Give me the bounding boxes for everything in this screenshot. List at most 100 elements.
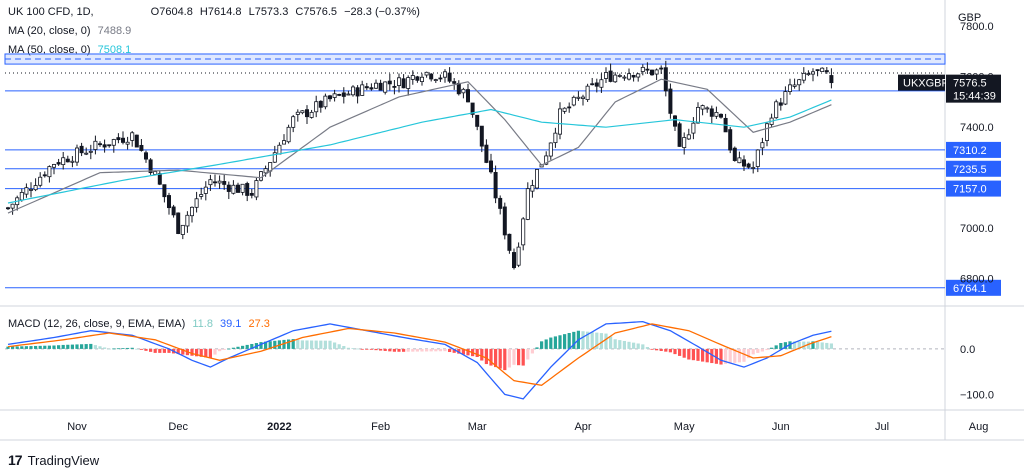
candle-body (212, 181, 217, 184)
candle-body (783, 91, 788, 105)
macd-hist-bar (737, 348, 741, 363)
macd-hist-bar (618, 340, 622, 349)
candle-body (10, 203, 15, 209)
macd-hist-bar (20, 346, 24, 349)
time-label-6: May (674, 421, 695, 433)
candle-body (258, 171, 263, 181)
candle-body (65, 158, 70, 163)
candle-body (650, 69, 655, 76)
candle-body (415, 76, 420, 81)
macd-hist-bar (595, 332, 599, 349)
candle-body (751, 167, 756, 169)
macd-hist-bar (659, 348, 663, 351)
macd-hist-bar (392, 348, 396, 352)
candle-body (562, 107, 567, 112)
macd-hist-bar (337, 344, 341, 349)
macd-hist-value: 11.8 (192, 318, 213, 330)
macd-hist-bar (116, 348, 120, 350)
macd-hist-bar (406, 348, 410, 352)
macd-hist-bar (742, 348, 746, 362)
change-value: −28.3 (−0.37%) (344, 6, 420, 18)
macd-hist-bar (351, 348, 355, 349)
macd-hist-bar (779, 343, 783, 349)
macd-hist-bar (494, 348, 498, 368)
candle-body (364, 86, 369, 89)
macd-hist-bar (167, 348, 171, 353)
candle-body (654, 69, 659, 75)
macd-hist-bar (793, 341, 797, 349)
macd-hist-bar (429, 348, 433, 352)
candle-body (608, 70, 613, 82)
candle-body (121, 137, 126, 143)
candle-body (28, 188, 33, 191)
candle-body (461, 88, 466, 94)
macd-hist-bar (199, 348, 203, 357)
candle-body (102, 144, 107, 148)
macd-hist-bar (319, 340, 323, 349)
macd-hist-bar (466, 348, 470, 356)
candle-body (19, 192, 24, 201)
candle-body (231, 184, 236, 194)
candle-body (811, 71, 816, 75)
macd-hist-bar (645, 347, 649, 349)
candle-body (498, 197, 503, 209)
macd-hist-bar (549, 337, 553, 349)
macd-hist-bar (829, 343, 833, 349)
macd-hist-bar (563, 334, 567, 349)
tradingview-logo[interactable]: 17 TradingView (8, 452, 99, 468)
macd-hist-bar (176, 348, 180, 355)
macd-hist-bar (517, 348, 521, 366)
macd-hist-bar (107, 348, 111, 350)
candle-body (346, 93, 351, 96)
candle-body (429, 73, 434, 80)
candle-body (728, 129, 733, 151)
macd-hist-bar (103, 347, 107, 349)
macd-hist-bar (719, 348, 723, 365)
macd-hist-bar (268, 341, 272, 349)
macd-hist-bar (457, 348, 461, 354)
candle-body (801, 72, 806, 81)
macd-hist-bar (57, 345, 61, 349)
macd-hist-bar (126, 347, 130, 349)
price-tick-4: 6800.0 (960, 274, 994, 286)
candle-body (162, 184, 167, 198)
macd-hist-bar (287, 339, 291, 349)
candle-body (38, 176, 43, 186)
candle-body (806, 73, 811, 76)
candle-body (360, 84, 365, 96)
candle-body (157, 173, 162, 185)
ma20-value: 7488.9 (97, 25, 132, 37)
candle-body (300, 110, 305, 114)
macd-legend: MACD (12, 26, close, 9, EMA, EMA) 11.8 3… (8, 318, 274, 330)
macd-hist-bar (714, 348, 718, 364)
macd-hist-bar (655, 348, 659, 351)
level-label-1: 7310.2 (953, 145, 987, 157)
candle-body (392, 85, 397, 88)
level-badge-2 (946, 160, 1001, 177)
macd-hist-bar (802, 341, 806, 349)
candle-body (792, 84, 797, 87)
macd-hist-bar (811, 341, 815, 349)
candle-body (245, 183, 250, 196)
candle-body (277, 144, 282, 155)
macd-hist-bar (346, 347, 350, 349)
macd-hist-bar (535, 347, 539, 349)
macd-hist-bar (673, 348, 677, 355)
macd-hist-bar (356, 348, 360, 350)
macd-hist-bar (204, 348, 208, 358)
macd-tick-1: −100.0 (960, 389, 994, 401)
candle-body (590, 83, 595, 86)
candle-body (617, 75, 622, 77)
macd-hist-bar (480, 348, 484, 361)
macd-hist-bar (678, 348, 682, 356)
macd-hist-bar (305, 340, 309, 349)
candle-body (222, 181, 227, 185)
candle-body (180, 224, 185, 235)
macd-line-value: 39.1 (220, 318, 242, 330)
macd-hist-bar (314, 340, 318, 349)
candle-body (84, 152, 89, 155)
candle-body (484, 144, 489, 163)
candle-body (79, 145, 84, 154)
price-badge-label: 7576.5 (953, 78, 987, 90)
